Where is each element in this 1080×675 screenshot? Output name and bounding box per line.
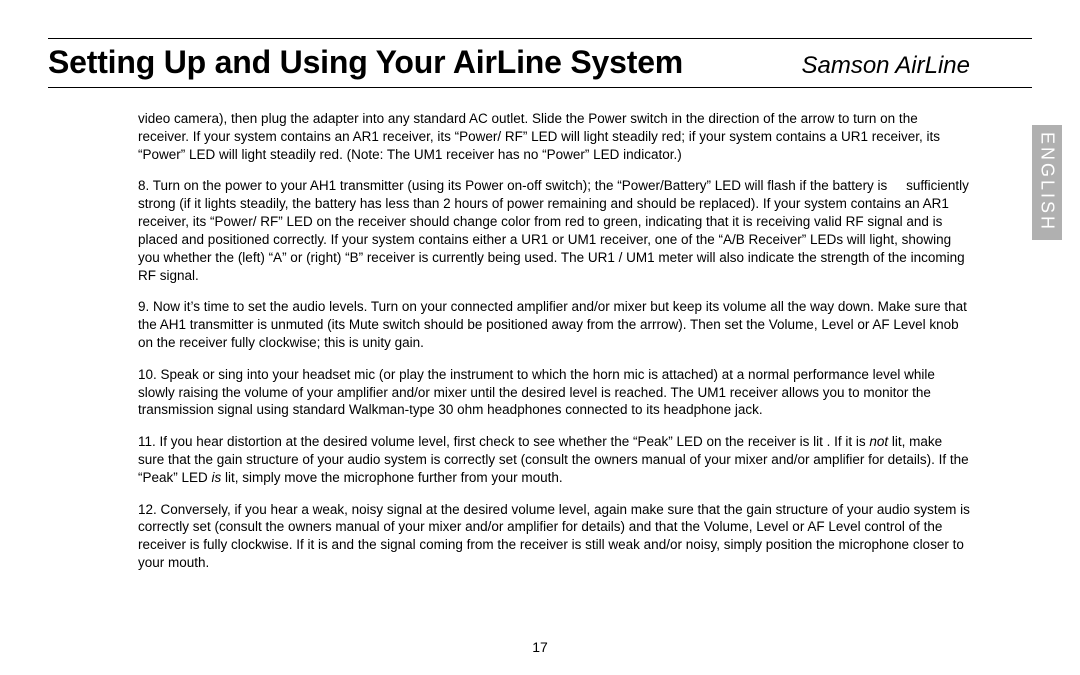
p11-part-c: lit, simply move the microphone further … <box>221 470 562 485</box>
page-number: 17 <box>0 639 1080 655</box>
manual-page: Setting Up and Using Your AirLine System… <box>0 0 1080 675</box>
paragraph-step-9: 9. Now it’s time to set the audio levels… <box>138 298 970 351</box>
title-area: Setting Up and Using Your AirLine System… <box>48 42 1032 85</box>
header-row: Setting Up and Using Your AirLine System… <box>48 42 1032 88</box>
page-title: Setting Up and Using Your AirLine System <box>48 44 683 81</box>
paragraph-step-10: 10. Speak or sing into your headset mic … <box>138 366 970 419</box>
brand-title: Samson AirLine <box>801 52 970 80</box>
language-tab-label: ENGLISH <box>1037 132 1058 232</box>
paragraph-step-8: 8. Turn on the power to your AH1 transmi… <box>138 177 970 284</box>
paragraph-continuation: video camera), then plug the adapter int… <box>138 110 970 163</box>
paragraph-step-11: 11. If you hear distortion at the desire… <box>138 433 970 486</box>
header-top-rule <box>48 38 1032 39</box>
language-tab: ENGLISH <box>1032 125 1062 240</box>
p11-em-not: not <box>869 434 888 449</box>
p11-em-is: is <box>212 470 222 485</box>
p11-part-a: 11. If you hear distortion at the desire… <box>138 434 869 449</box>
body-text: video camera), then plug the adapter int… <box>138 110 970 572</box>
paragraph-step-12: 12. Conversely, if you hear a weak, nois… <box>138 501 970 572</box>
